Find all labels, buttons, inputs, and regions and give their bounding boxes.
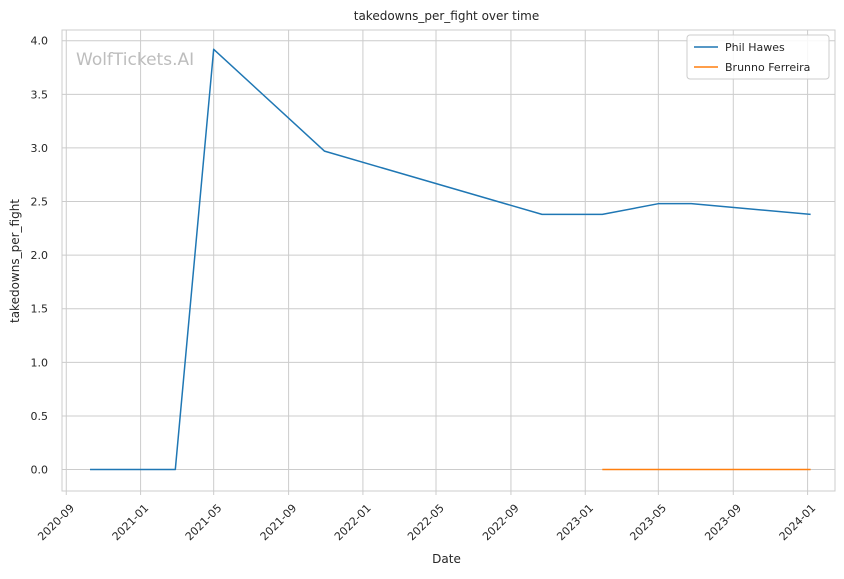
legend-box xyxy=(686,34,830,80)
legend-label: Brunno Ferreira xyxy=(725,61,810,74)
plot-area-frame xyxy=(61,29,836,492)
data-point-phil-hawes xyxy=(541,213,543,215)
data-point-phil-hawes xyxy=(212,48,214,50)
data-point-brunno-ferreira xyxy=(601,468,603,470)
data-point-phil-hawes xyxy=(690,202,692,204)
y-tick-label: 3.0 xyxy=(31,142,49,155)
y-tick-label: 2.0 xyxy=(31,249,49,262)
y-axis-ticks: 0.0 0.5 1.0 1.5 2.0 2.5 3.0 3.5 4.0 xyxy=(31,35,49,477)
grid xyxy=(62,30,835,491)
data-point-phil-hawes xyxy=(323,150,325,152)
series-line-phil-hawes xyxy=(90,48,811,471)
data-point-phil-hawes xyxy=(809,213,811,215)
y-tick-label: 1.0 xyxy=(31,356,49,369)
legend-label: Phil Hawes xyxy=(725,41,785,54)
watermark: WolfTickets.AI xyxy=(76,50,194,70)
data-point-brunno-ferreira xyxy=(809,468,811,470)
y-tick-label: 2.5 xyxy=(31,196,49,209)
y-tick-label: 0.5 xyxy=(31,410,49,423)
y-tick-label: 1.5 xyxy=(31,303,49,316)
data-point-phil-hawes xyxy=(89,468,91,470)
chart-title: takedowns_per_fight over time xyxy=(354,9,540,23)
y-tick-label: 3.5 xyxy=(31,88,49,101)
series xyxy=(89,48,811,471)
legend: Phil Hawes Brunno Ferreira xyxy=(686,34,830,80)
y-tick-label: 0.0 xyxy=(31,464,49,477)
data-point-phil-hawes xyxy=(657,202,659,204)
y-axis-label: takedowns_per_fight xyxy=(8,199,22,323)
data-point-phil-hawes xyxy=(174,468,176,470)
data-point-phil-hawes xyxy=(601,213,603,215)
y-tick-label: 4.0 xyxy=(31,35,49,48)
x-axis-label: Date xyxy=(432,552,461,566)
